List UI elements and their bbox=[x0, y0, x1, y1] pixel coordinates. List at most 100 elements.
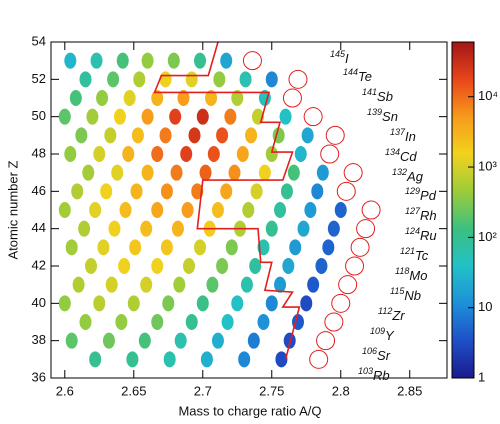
count-blob bbox=[138, 332, 151, 349]
count-blob bbox=[96, 90, 109, 106]
isotope-mass: 109 bbox=[370, 326, 385, 336]
count-blob bbox=[129, 239, 142, 256]
isotope-symbol: Mo bbox=[409, 268, 427, 283]
isotope-symbol: Ru bbox=[420, 228, 437, 243]
count-blob bbox=[221, 314, 234, 330]
count-blob bbox=[200, 351, 213, 368]
count-blob bbox=[206, 276, 219, 293]
count-blob bbox=[75, 127, 88, 144]
count-blob bbox=[127, 295, 140, 312]
isotope-circle bbox=[288, 69, 308, 89]
x-tick-label: 2.6 bbox=[56, 383, 74, 398]
isotope-mass: 134 bbox=[385, 147, 400, 157]
isotope-label: 121Tc bbox=[400, 246, 429, 263]
count-blob bbox=[89, 351, 102, 368]
count-blob bbox=[231, 295, 244, 312]
count-blob bbox=[102, 332, 115, 349]
isotope-mass: 137 bbox=[390, 127, 406, 137]
count-blob bbox=[231, 90, 244, 106]
count-blob bbox=[194, 239, 207, 256]
count-blob bbox=[65, 239, 78, 256]
isotope-label: 132Ag bbox=[392, 167, 424, 184]
count-blob bbox=[307, 276, 320, 293]
isotope-circle bbox=[242, 51, 262, 71]
count-blob bbox=[93, 146, 106, 162]
colorbar-tick-label: 10 bbox=[478, 299, 492, 314]
count-blob bbox=[191, 183, 204, 200]
count-blob bbox=[220, 52, 233, 69]
isotope-label: 129Pd bbox=[405, 186, 437, 203]
count-blob bbox=[301, 127, 314, 144]
isotope-symbol: Sb bbox=[377, 89, 393, 104]
count-blob bbox=[126, 351, 139, 368]
count-blob bbox=[274, 202, 287, 218]
count-blob bbox=[171, 220, 184, 237]
count-blob bbox=[141, 108, 154, 125]
count-blob bbox=[279, 108, 292, 125]
y-tick-label: 54 bbox=[32, 33, 46, 48]
count-blob bbox=[65, 332, 78, 349]
count-blob bbox=[265, 295, 278, 312]
count-blob bbox=[220, 183, 233, 200]
count-blob bbox=[265, 220, 278, 237]
count-blob bbox=[213, 71, 226, 88]
count-blob bbox=[140, 220, 153, 237]
count-blob bbox=[131, 127, 144, 144]
count-blob bbox=[159, 71, 172, 88]
count-blob bbox=[211, 332, 224, 349]
isotope-mass: 127 bbox=[405, 206, 421, 216]
isotope-mass: 139 bbox=[367, 107, 382, 117]
isotope-mass: 112 bbox=[378, 306, 392, 316]
count-blob bbox=[118, 258, 131, 274]
count-blob bbox=[107, 71, 120, 88]
isotope-mass: 118 bbox=[395, 266, 409, 276]
isotope-mass: 144 bbox=[343, 67, 358, 77]
isotope-label: 109Y bbox=[370, 326, 395, 343]
isotope-mass: 141 bbox=[362, 87, 377, 97]
isotope-symbol: Rh bbox=[420, 208, 437, 223]
count-blob bbox=[334, 202, 347, 218]
count-blob bbox=[194, 52, 207, 69]
count-blob bbox=[304, 202, 317, 218]
count-blob bbox=[93, 295, 106, 312]
isotope-mass: 106 bbox=[362, 346, 377, 356]
count-blob bbox=[170, 164, 183, 181]
colorbar-tick-label: 10⁴ bbox=[478, 88, 498, 103]
count-blob bbox=[151, 146, 164, 162]
count-blob bbox=[181, 202, 194, 218]
count-blob bbox=[133, 71, 146, 88]
y-tick-label: 40 bbox=[32, 295, 46, 310]
isotope-symbol: Sr bbox=[377, 348, 391, 363]
isotope-label: 124Ru bbox=[405, 226, 437, 243]
x-tick-label: 2.8 bbox=[332, 383, 350, 398]
count-blob bbox=[216, 127, 229, 144]
count-blob bbox=[182, 258, 195, 274]
count-blob bbox=[78, 220, 91, 237]
x-tick-label: 2.75 bbox=[259, 383, 284, 398]
y-tick-label: 48 bbox=[32, 145, 46, 160]
count-blob bbox=[185, 71, 198, 88]
isotope-symbol: Rb bbox=[373, 368, 390, 383]
x-tick-label: 2.65 bbox=[121, 383, 146, 398]
isotope-symbol: In bbox=[405, 129, 416, 144]
count-blob bbox=[174, 332, 187, 349]
count-blob bbox=[257, 314, 270, 330]
count-blob bbox=[240, 276, 253, 293]
boundary-line bbox=[153, 42, 301, 360]
isotope-symbol: I bbox=[345, 51, 349, 66]
count-blob bbox=[58, 202, 71, 218]
count-blob bbox=[119, 202, 132, 218]
count-blob bbox=[71, 183, 84, 200]
count-blob bbox=[228, 164, 241, 181]
y-tick-label: 42 bbox=[32, 257, 46, 272]
count-blob bbox=[247, 332, 260, 349]
count-blob bbox=[258, 164, 271, 181]
count-blob bbox=[282, 258, 295, 274]
isotope-label: 127Rh bbox=[405, 206, 437, 223]
count-blob bbox=[205, 90, 218, 106]
count-blob bbox=[249, 258, 262, 274]
isotope-label: 118Mo bbox=[395, 266, 427, 283]
isotope-circle bbox=[338, 275, 358, 295]
count-blob bbox=[86, 108, 99, 125]
